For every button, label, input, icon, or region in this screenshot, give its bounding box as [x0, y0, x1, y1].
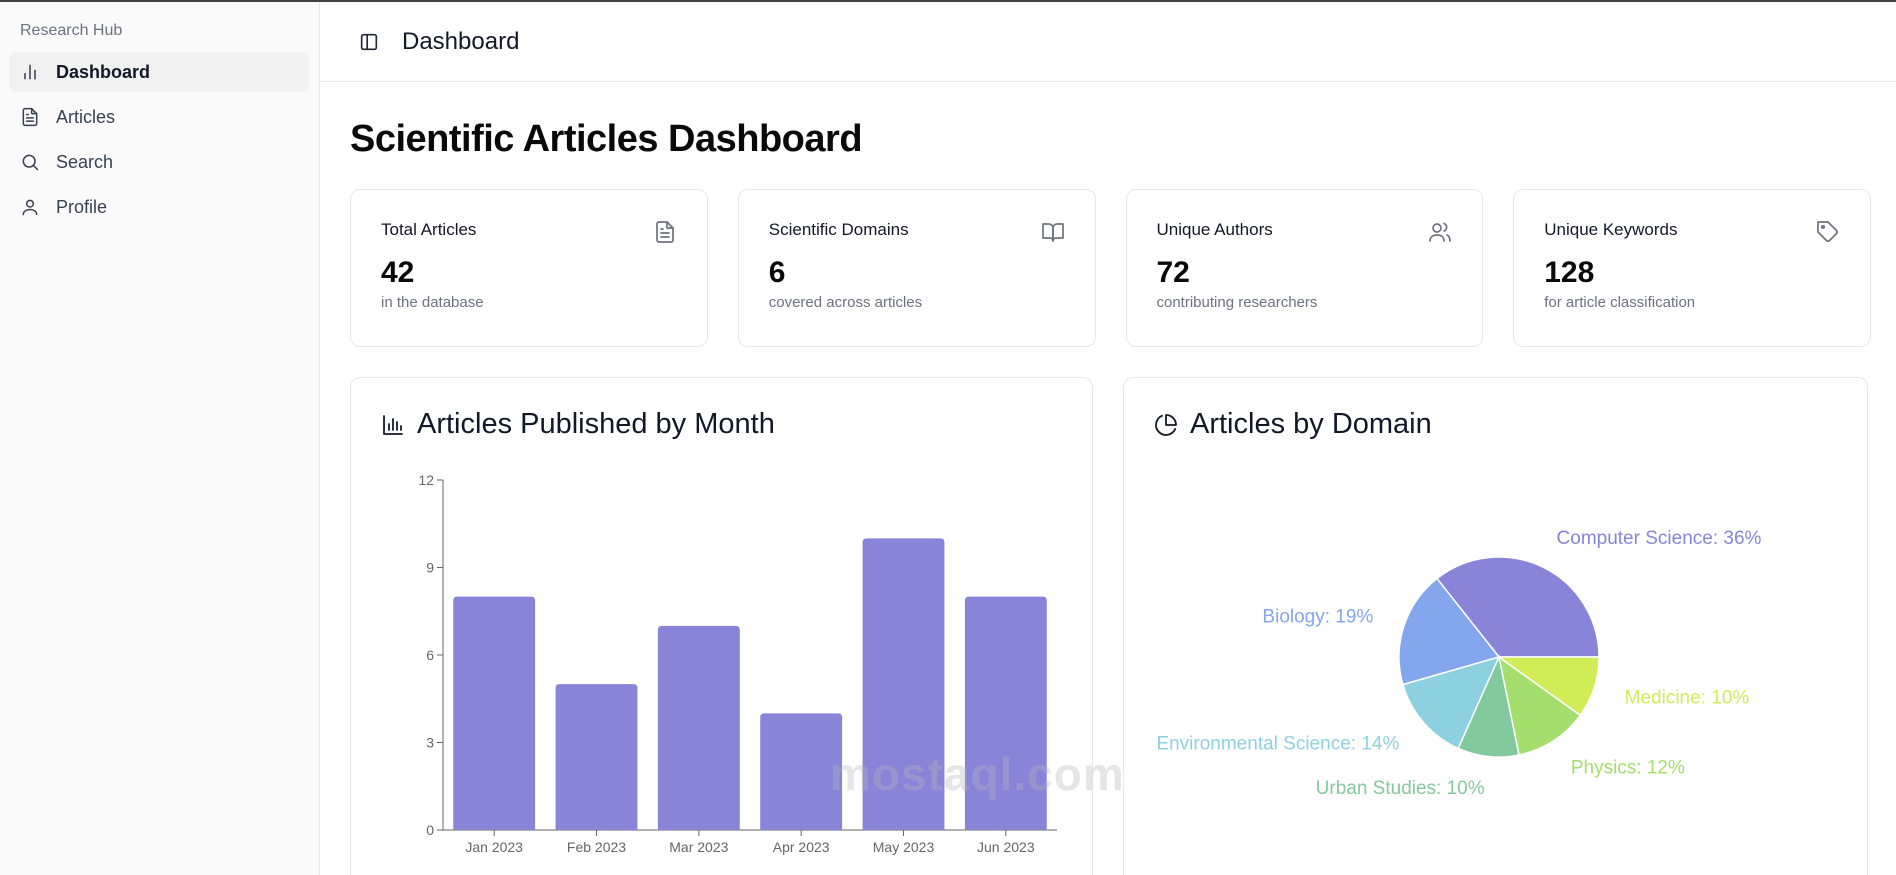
sidebar-item-search[interactable]: Search — [10, 142, 309, 182]
stat-card-scientific-domains: Scientific Domains 6 covered across arti… — [737, 189, 1096, 347]
sidebar-item-label: Articles — [56, 106, 116, 127]
bar[interactable] — [555, 684, 638, 830]
bar-chart-icon — [20, 62, 40, 82]
y-tick-label: 9 — [426, 560, 434, 576]
main-area: Dashboard Scientific Articles Dashboard … — [320, 2, 1896, 875]
sidebar-item-label: Search — [56, 151, 114, 172]
x-tick-label: Jun 2023 — [977, 839, 1035, 855]
stat-label: Unique Keywords — [1544, 220, 1678, 239]
stat-value: 42 — [381, 256, 415, 289]
dashboard-content: Scientific Articles Dashboard Total Arti… — [320, 118, 1896, 875]
pie-slice[interactable] — [1398, 577, 1501, 686]
page-title: Scientific Articles Dashboard — [350, 118, 863, 160]
sidebar-item-label: Profile — [56, 196, 108, 217]
stat-value: 6 — [768, 256, 786, 289]
bar[interactable] — [862, 538, 945, 830]
sidebar-item-articles[interactable]: Articles — [10, 97, 309, 137]
stat-value: 72 — [1156, 256, 1190, 289]
stat-subtext: in the database — [381, 294, 484, 311]
pie-slice[interactable] — [1496, 656, 1600, 717]
sidebar-item-dashboard[interactable]: Dashboard — [10, 52, 309, 92]
sidebar-item-label: Dashboard — [56, 61, 151, 82]
search-icon — [20, 152, 40, 172]
stat-subtext: for article classification — [1544, 294, 1696, 311]
pie-slice-label: Medicine: 10% — [1625, 687, 1750, 708]
stat-subtext: covered across articles — [768, 294, 923, 311]
bar[interactable] — [453, 596, 536, 830]
stat-label: Scientific Domains — [768, 220, 909, 239]
x-tick-label: Apr 2023 — [773, 839, 830, 855]
bar-chart: 0 3 6 9 12 Jan 2023 Feb 2023 Mar 2023 Apr 2023 Ma… — [418, 472, 1057, 855]
pie-slice-label: Urban Studies: 10% — [1316, 778, 1485, 799]
stat-value: 128 — [1544, 256, 1595, 289]
charts-row: Articles Published by Month 0 3 6 9 12 Jan 20… — [350, 377, 1871, 875]
pie-slice-label: Biology: 19% — [1262, 607, 1373, 628]
bar-chart-card: Articles Published by Month 0 3 6 9 12 Jan 20… — [350, 377, 1093, 875]
file-text-icon — [20, 107, 40, 127]
y-tick-label: 6 — [426, 647, 434, 663]
sidebar-item-profile[interactable]: Profile — [10, 187, 309, 227]
bar[interactable] — [657, 625, 740, 830]
topbar-title: Dashboard — [402, 27, 520, 55]
tag-icon — [1816, 220, 1840, 244]
pie-slice-label: Computer Science: 36% — [1557, 528, 1762, 549]
stats-row: Total Articles 42 in the database Scient… — [350, 189, 1871, 347]
pie-slice[interactable] — [1497, 655, 1582, 756]
user-icon — [20, 197, 40, 217]
y-tick-label: 12 — [418, 472, 434, 488]
bar-chart-icon — [381, 413, 405, 437]
users-icon — [1428, 220, 1452, 244]
stat-card-unique-authors: Unique Authors 72 contributing researche… — [1125, 189, 1484, 347]
file-text-icon — [653, 220, 677, 244]
bar-chart-title: Articles Published by Month — [417, 408, 775, 440]
pie-slice-label: Physics: 12% — [1571, 758, 1685, 779]
sidebar: Research Hub Dashboard Articles Search P… — [0, 2, 320, 875]
x-tick-label: Mar 2023 — [669, 839, 728, 855]
stat-card-unique-keywords: Unique Keywords 128 for article classifi… — [1513, 189, 1871, 347]
stat-label: Unique Authors — [1156, 220, 1273, 239]
pie-chart-icon — [1154, 413, 1178, 437]
pie-slice[interactable] — [1435, 556, 1600, 658]
stat-subtext: contributing researchers — [1156, 294, 1318, 311]
pie-chart-title: Articles by Domain — [1190, 408, 1432, 440]
sidebar-toggle-icon[interactable] — [358, 31, 380, 53]
y-tick-label: 3 — [426, 735, 434, 751]
pie-chart: Computer Science: 36% Biology: 19% Environ… — [1156, 528, 1762, 799]
pie-chart-card: Articles by Domain Computer Science: 36%… — [1123, 377, 1868, 875]
bar[interactable] — [964, 596, 1047, 830]
stat-card-total-articles: Total Articles 42 in the database — [350, 189, 708, 347]
x-tick-label: Feb 2023 — [567, 839, 626, 855]
book-open-icon — [1041, 220, 1065, 244]
topbar: Dashboard — [320, 2, 1896, 82]
pie-slice-label: Environmental Science: 14% — [1156, 734, 1399, 755]
sidebar-brand: Research Hub — [20, 22, 123, 39]
x-tick-label: Jan 2023 — [465, 839, 523, 855]
pie-slice[interactable] — [1401, 655, 1501, 750]
x-tick-label: May 2023 — [873, 839, 935, 855]
stat-label: Total Articles — [381, 220, 477, 239]
y-tick-label: 0 — [426, 822, 434, 838]
bar[interactable] — [760, 713, 843, 830]
